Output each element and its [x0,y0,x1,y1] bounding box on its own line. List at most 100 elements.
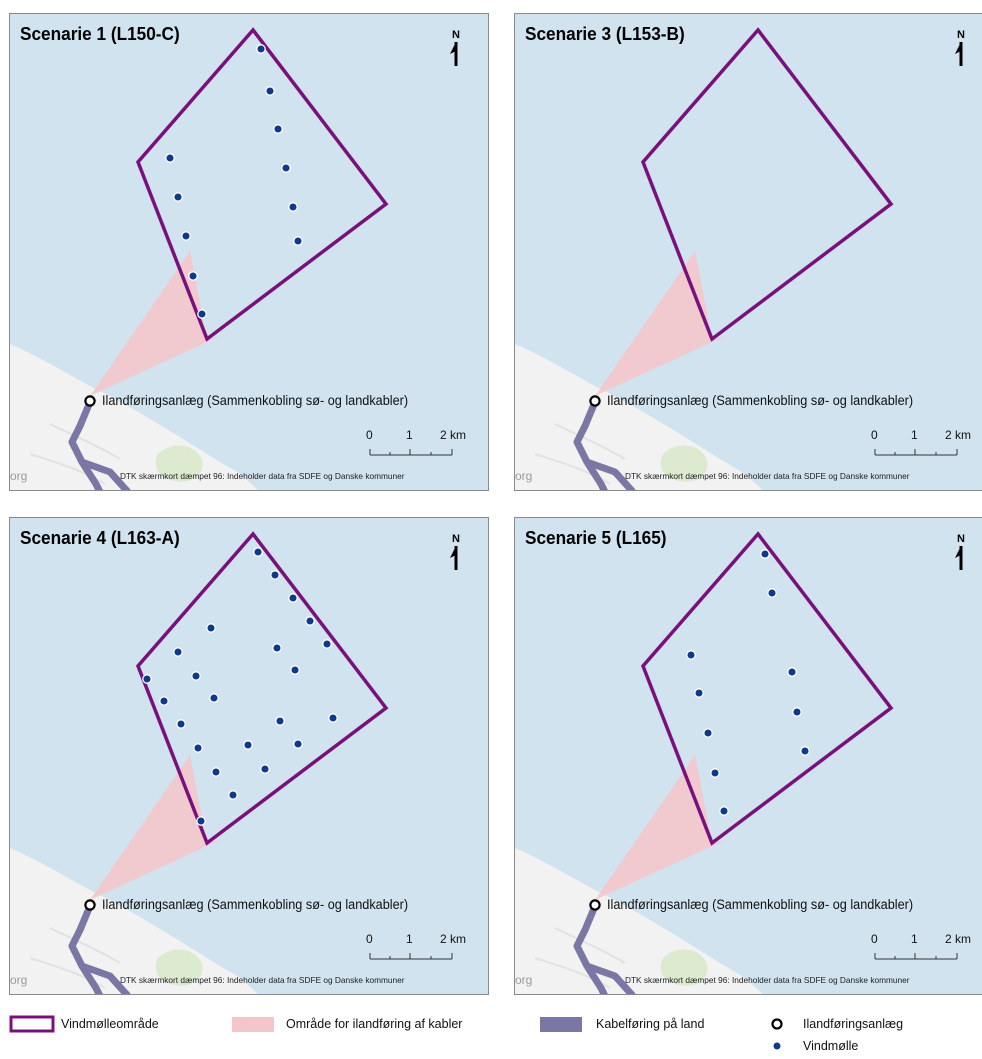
wind-turbine-marker [800,746,810,756]
north-arrow-icon: N [951,530,971,572]
land-cable-route [573,904,636,994]
land-cable-route [573,400,636,490]
scale-label: 2 km [945,932,972,946]
svg-text:N: N [452,29,460,41]
north-arrow-icon: N [446,26,466,68]
wind-turbine-marker [159,696,169,706]
land-cable-route [68,400,131,490]
map-credit: DTK skærmkort dæmpet 96: Indeholder data… [120,975,405,985]
wind-turbine-marker [209,693,219,703]
scale-label: 2 km [440,932,467,946]
scale-label: 1 [911,932,918,946]
attribution-fragment: org [515,973,533,987]
map-panel-scenarie-3: Scenarie 3 (L153-B) N Ilandføringsanlæg (S… [514,13,982,491]
landfall-facility-marker [589,395,601,407]
land-green-area [660,949,708,986]
scale-label: 0 [366,428,373,442]
north-arrow-icon: N [446,530,466,572]
north-arrow-icon: N [951,26,971,68]
wind-turbine-marker [703,728,713,738]
attribution-fragment: org [10,973,28,987]
scale-label: 1 [406,428,413,442]
wind-turbine-marker [191,671,201,681]
landfall-facility-marker [84,395,96,407]
turbine-icon [773,1042,781,1050]
legend-wind-area: Vindmølleområde [61,1017,159,1031]
wind-turbine-marker [686,650,696,660]
scale-bar: 0 1 2 km [360,428,488,458]
wind-turbine-marker [290,665,300,675]
wind-turbine-marker [273,124,283,134]
wind-turbine-marker [206,623,216,633]
land-cable-swatch [540,1017,582,1032]
wind-turbine-marker [173,192,183,202]
wind-turbine-marker [265,86,275,96]
wind-turbine-marker [270,570,280,580]
wind-area-outline [135,531,389,846]
scale-bar: 0 1 2 km [865,932,982,962]
scale-label: 2 km [945,428,972,442]
wind-area-swatch [9,1015,55,1033]
wind-turbine-marker [256,44,266,54]
wind-turbine-marker [165,153,175,163]
wind-turbine-marker [275,716,285,726]
wind-turbine-marker [142,674,152,684]
scale-label: 0 [871,932,878,946]
wind-turbine-marker [710,768,720,778]
scenario-title: Scenarie 1 (L150-C) [20,23,180,44]
wind-turbine-marker [328,713,338,723]
wind-turbine-marker [196,816,206,826]
scale-label: 0 [871,428,878,442]
legend-cable-landfall-area: Område for ilandføring af kabler [286,1017,463,1031]
map-credit: DTK skærmkort dæmpet 96: Indeholder data… [625,975,910,985]
wind-turbine-marker [719,806,729,816]
map-canvas [515,518,982,994]
wind-turbine-marker [211,767,221,777]
landfall-label: Ilandføringsanlæg (Sammenkobling sø- og … [102,393,409,408]
wind-turbine-marker [243,740,253,750]
landfall-facility-marker [84,899,96,911]
map-panel-scenarie-5: Scenarie 5 (L165) N Ilandføringsanlæg (Sam… [514,517,982,995]
wind-turbine-marker [760,549,770,559]
wind-turbine-marker [260,764,270,774]
landfall-label: Ilandføringsanlæg (Sammenkobling sø- og … [102,897,409,912]
wind-turbine-marker [173,647,183,657]
land-green-area [155,445,203,482]
svg-text:N: N [452,533,460,545]
map-panel-scenarie-4: Scenarie 4 (L163-A) N Ilandføringsanlæg (S… [9,517,489,995]
wind-turbine-marker [288,593,298,603]
wind-turbine-marker [193,743,203,753]
map-credit: DTK skærmkort dæmpet 96: Indeholder data… [625,471,910,481]
cable-landfall-area-swatch [232,1017,274,1032]
wind-turbine-marker [288,202,298,212]
wind-turbine-marker [197,309,207,319]
land-green-area [155,949,203,986]
wind-turbine-marker [767,588,777,598]
svg-text:N: N [957,533,965,545]
attribution-fragment: org [515,469,533,483]
wind-area-outline [640,27,894,342]
scenario-title: Scenarie 3 (L153-B) [525,23,685,44]
wind-turbine-marker [272,643,282,653]
wind-turbine-marker [792,707,802,717]
landfall-facility-marker [589,899,601,911]
scale-label: 1 [911,428,918,442]
wind-area-outline [640,531,894,846]
wind-turbine-marker [293,739,303,749]
wind-turbine-marker [305,616,315,626]
wind-area-outline [135,27,389,342]
wind-turbine-marker [176,719,186,729]
wind-turbine-marker [253,547,263,557]
map-credit: DTK skærmkort dæmpet 96: Indeholder data… [120,471,405,481]
svg-text:N: N [957,29,965,41]
scale-label: 2 km [440,428,467,442]
wind-turbine-marker [787,667,797,677]
wind-turbine-marker [694,688,704,698]
landfall-label: Ilandføringsanlæg (Sammenkobling sø- og … [607,897,914,912]
map-legend: Vindmølleområde Område for ilandføring a… [0,1012,982,1059]
scale-label: 1 [406,932,413,946]
legend-landfall-facility: Ilandføringsanlæg [803,1017,904,1031]
wind-turbine-marker [228,790,238,800]
map-canvas [10,518,488,994]
scale-bar: 0 1 2 km [865,428,982,458]
